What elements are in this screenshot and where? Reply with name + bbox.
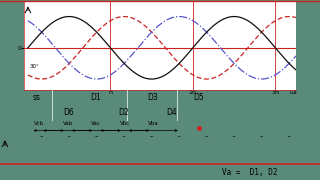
Text: Vab: Vab — [63, 122, 73, 127]
Text: D3: D3 — [147, 93, 157, 102]
Text: D2: D2 — [118, 108, 129, 117]
Text: Va =  D1, D2: Va = D1, D2 — [222, 168, 277, 177]
Text: D6: D6 — [63, 108, 74, 117]
Text: Vac: Vac — [92, 122, 101, 127]
Text: D5: D5 — [193, 93, 204, 102]
Text: Vcb: Vcb — [34, 122, 44, 127]
Text: Vbc: Vbc — [120, 122, 130, 127]
Text: D1: D1 — [90, 93, 100, 102]
Text: D4: D4 — [166, 108, 177, 117]
Text: ss: ss — [33, 93, 41, 102]
Text: 30°: 30° — [30, 64, 40, 69]
Text: Vba: Vba — [148, 122, 159, 127]
